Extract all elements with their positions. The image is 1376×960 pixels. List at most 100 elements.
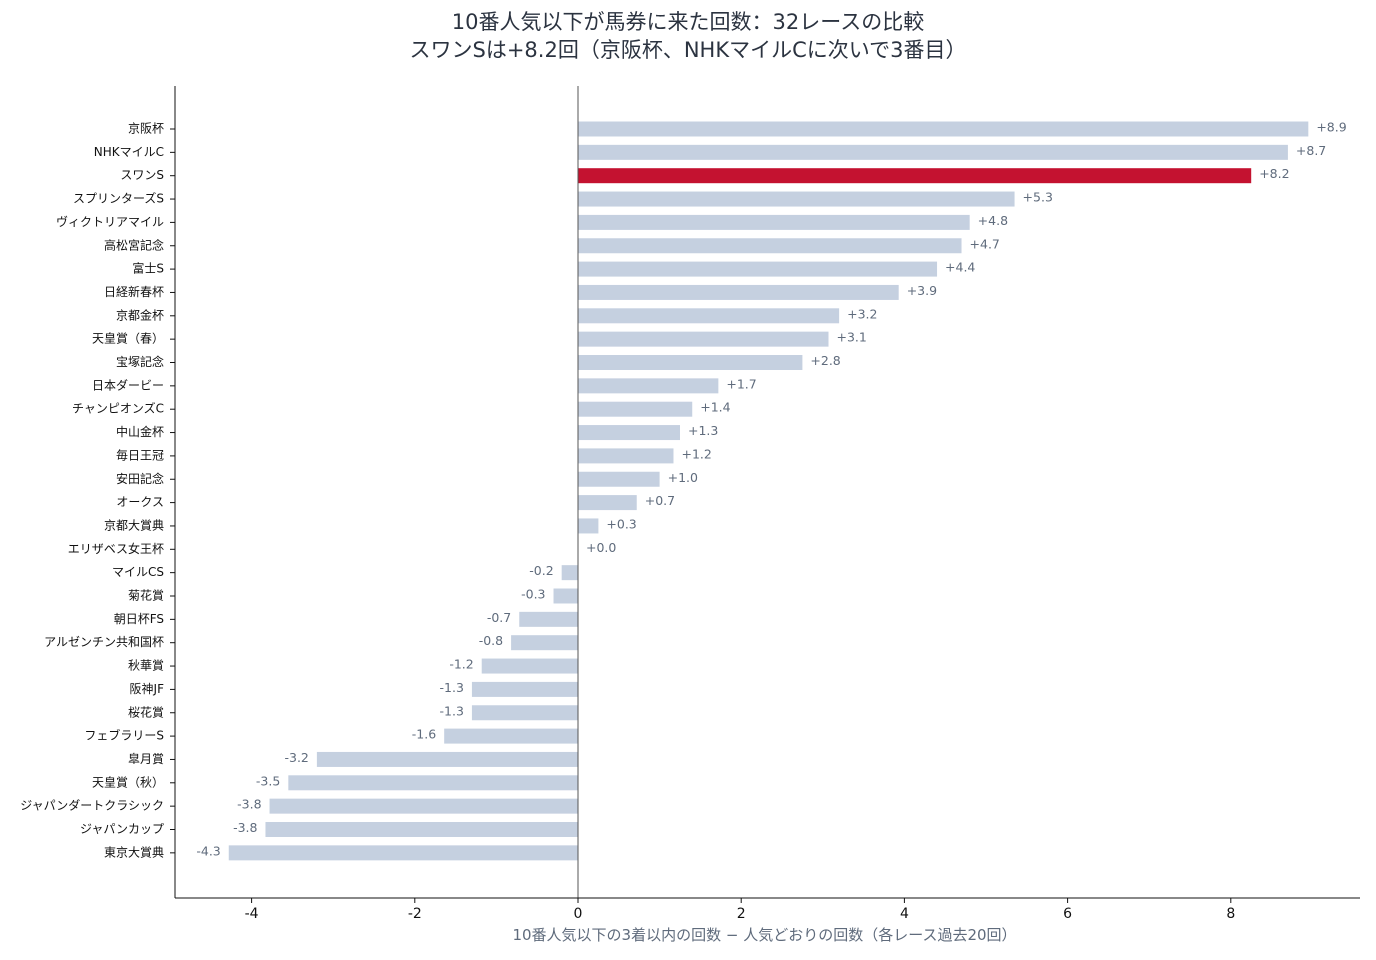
bar-4 — [578, 214, 970, 230]
category-label-18: エリザベス女王杯 — [68, 541, 164, 556]
bar-29 — [269, 798, 578, 814]
value-label-14: +1.2 — [681, 446, 711, 461]
category-label-12: チャンピオンズC — [72, 401, 164, 416]
value-label-6: +4.4 — [945, 260, 975, 275]
x-tick-label-5: 6 — [1063, 906, 1072, 922]
bars-layer — [228, 121, 1309, 861]
bar-22 — [511, 635, 578, 651]
x-axis-title: 10番人気以下の3着以内の回数 − 人気どおりの回数（各レース過去20回） — [512, 926, 1016, 944]
value-label-18: +0.0 — [586, 540, 616, 555]
bar-25 — [471, 705, 578, 721]
bar-11 — [578, 378, 719, 394]
value-label-5: +4.7 — [970, 236, 1000, 251]
category-label-17: 京都大賞典 — [104, 518, 164, 532]
bar-6 — [578, 261, 938, 277]
value-label-17: +0.3 — [606, 516, 636, 531]
category-label-25: 桜花賞 — [128, 704, 164, 719]
chart-title-line1: 10番人気以下が馬券に来た回数：32レースの比較 — [451, 10, 925, 34]
category-label-19: マイルCS — [112, 565, 164, 579]
bar-2 — [578, 168, 1252, 184]
bar-21 — [519, 611, 578, 627]
value-label-10: +2.8 — [810, 353, 840, 368]
value-label-11: +1.7 — [726, 376, 756, 391]
value-label-25: -1.3 — [440, 703, 464, 718]
bar-27 — [316, 751, 578, 767]
category-label-6: 富士S — [132, 261, 164, 276]
labels-layer: +8.9 京阪杯 +8.7 NHKマイルC +8.2 スワンS +5.3 スプリンターズS +4… — [20, 120, 1346, 860]
category-label-4: ヴィクトリアマイル — [56, 214, 164, 229]
category-label-30: ジャパンカップ — [80, 822, 164, 836]
value-label-31: -4.3 — [196, 843, 220, 858]
x-tick-label-4: 4 — [900, 906, 909, 922]
x-tick-label-1: -2 — [408, 906, 422, 922]
value-label-20: -0.3 — [521, 587, 545, 602]
category-label-0: 京阪杯 — [128, 122, 164, 136]
category-label-31: 東京大賞典 — [104, 845, 164, 859]
x-tick-label-3: 2 — [737, 906, 746, 922]
value-label-4: +4.8 — [978, 213, 1008, 228]
bar-19 — [561, 565, 578, 581]
category-label-11: 日本ダービー — [92, 377, 164, 392]
category-label-28: 天皇賞（秋） — [92, 775, 164, 789]
bar-16 — [578, 495, 637, 511]
category-label-10: 宝塚記念 — [116, 354, 164, 369]
value-label-16: +0.7 — [645, 493, 675, 508]
category-label-5: 高松宮記念 — [104, 237, 164, 252]
category-label-16: オークス — [116, 495, 164, 509]
value-label-9: +3.1 — [837, 330, 867, 345]
bar-24 — [471, 681, 578, 697]
bar-10 — [578, 355, 803, 370]
bar-7 — [578, 284, 899, 300]
category-label-2: スワンS — [120, 168, 164, 182]
category-label-23: 秋華賞 — [128, 659, 164, 673]
bar-28 — [288, 775, 578, 791]
category-label-15: 安田記念 — [116, 471, 164, 486]
value-label-26: -1.6 — [412, 727, 436, 742]
value-label-1: +8.7 — [1296, 143, 1326, 158]
value-label-15: +1.0 — [668, 470, 698, 485]
category-label-29: ジャパンダートクラシック — [20, 798, 164, 813]
value-label-19: -0.2 — [529, 563, 553, 578]
bar-12 — [578, 401, 693, 417]
bar-9 — [578, 331, 829, 347]
value-label-23: -1.2 — [449, 657, 473, 672]
value-label-0: +8.9 — [1316, 120, 1346, 135]
bar-5 — [578, 238, 962, 254]
bar-1 — [578, 144, 1288, 160]
category-label-20: 菊花賞 — [128, 588, 164, 603]
axes-layer: -4 -2 0 2 4 6 8 — [170, 86, 1360, 922]
value-label-30: -3.8 — [233, 820, 257, 835]
value-label-24: -1.3 — [440, 680, 464, 695]
bar-20 — [553, 588, 578, 604]
bar-23 — [481, 658, 578, 674]
bar-0 — [578, 121, 1309, 137]
bar-8 — [578, 308, 840, 324]
category-label-24: 阪神JF — [130, 682, 165, 696]
value-label-3: +5.3 — [1023, 190, 1053, 205]
bar-31 — [228, 845, 578, 861]
value-label-13: +1.3 — [688, 423, 718, 438]
category-label-3: スプリンターズS — [73, 191, 164, 206]
bar-15 — [578, 471, 660, 487]
value-label-8: +3.2 — [847, 306, 877, 321]
value-label-22: -0.8 — [479, 633, 503, 648]
bar-14 — [578, 448, 674, 464]
value-label-2: +8.2 — [1259, 166, 1289, 181]
bar-17 — [578, 518, 599, 534]
value-label-28: -3.5 — [256, 773, 280, 788]
category-label-9: 天皇賞（春） — [92, 332, 164, 346]
x-tick-label-2: 0 — [574, 906, 583, 922]
chart-title-line2: スワンSは+8.2回（京阪杯、NHKマイルCに次いで3番目） — [409, 38, 967, 62]
category-label-22: アルゼンチン共和国杯 — [44, 635, 164, 649]
bar-13 — [578, 425, 680, 441]
chart-title: 10番人気以下が馬券に来た回数：32レースの比較 スワンSは+8.2回（京阪杯、… — [0, 8, 1376, 64]
value-label-12: +1.4 — [700, 400, 730, 415]
bar-26 — [444, 728, 578, 744]
category-label-13: 中山金杯 — [116, 424, 164, 439]
value-label-21: -0.7 — [487, 610, 511, 625]
category-label-14: 毎日王冠 — [116, 447, 164, 462]
category-label-1: NHKマイルC — [94, 145, 164, 159]
value-label-27: -3.2 — [284, 750, 308, 765]
bar-3 — [578, 191, 1015, 207]
